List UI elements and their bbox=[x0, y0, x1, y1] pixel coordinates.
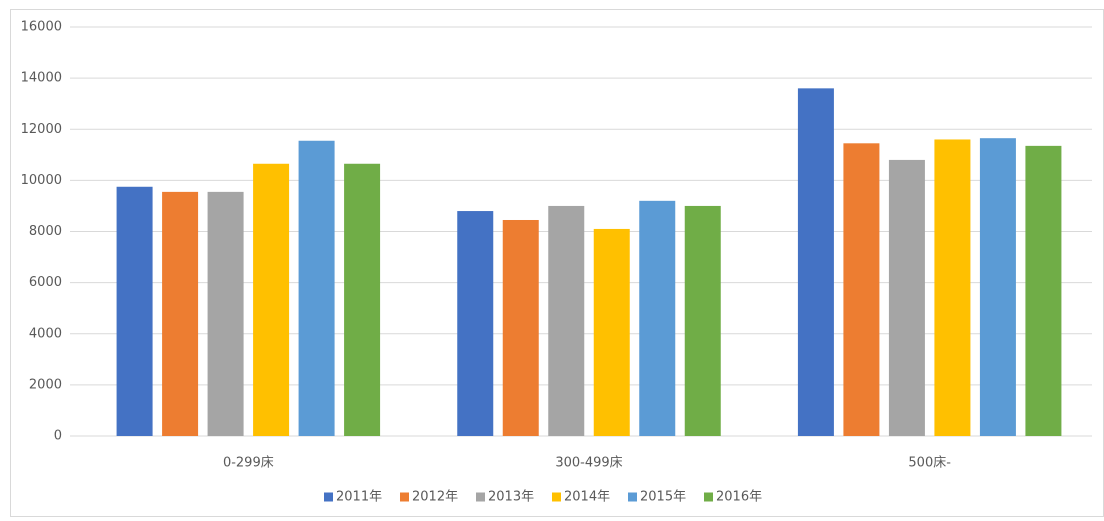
y-tick-label: 14000 bbox=[21, 71, 62, 86]
legend-swatch bbox=[476, 492, 485, 502]
y-tick-label: 16000 bbox=[21, 20, 62, 35]
bar bbox=[797, 88, 834, 436]
bar bbox=[457, 211, 494, 436]
bar bbox=[684, 205, 721, 436]
y-tick-label: 6000 bbox=[29, 275, 62, 290]
y-tick-label: 4000 bbox=[29, 326, 62, 341]
bar bbox=[979, 138, 1016, 436]
bar bbox=[253, 163, 290, 436]
y-tick-label: 8000 bbox=[29, 224, 62, 239]
bar bbox=[888, 159, 925, 437]
y-tick-label: 10000 bbox=[21, 173, 62, 188]
bar bbox=[1025, 145, 1062, 436]
bar bbox=[344, 163, 381, 436]
legend-label: 2011年 bbox=[336, 490, 382, 505]
bar bbox=[207, 191, 244, 436]
bar bbox=[116, 186, 153, 436]
x-tick-label: 0-299床 bbox=[223, 456, 274, 471]
bar bbox=[639, 200, 676, 436]
bar bbox=[298, 140, 335, 437]
legend-swatch bbox=[552, 492, 561, 502]
bar bbox=[548, 205, 585, 436]
bar bbox=[162, 191, 199, 436]
y-tick-label: 12000 bbox=[21, 122, 62, 137]
legend-swatch bbox=[704, 492, 713, 502]
legend-label: 2012年 bbox=[412, 490, 458, 505]
x-tick-label: 500床- bbox=[908, 456, 951, 471]
legend-swatch bbox=[628, 492, 637, 502]
bar bbox=[593, 228, 630, 436]
legend-label: 2014年 bbox=[564, 490, 610, 505]
legend-swatch bbox=[400, 492, 409, 502]
legend-label: 2016年 bbox=[716, 490, 762, 505]
x-tick-label: 300-499床 bbox=[555, 456, 622, 471]
legend-swatch bbox=[324, 492, 333, 502]
bar bbox=[502, 219, 539, 436]
legend-label: 2013年 bbox=[488, 490, 534, 505]
bar bbox=[843, 143, 880, 436]
legend-label: 2015年 bbox=[640, 490, 686, 505]
bar bbox=[934, 139, 971, 436]
y-tick-label: 2000 bbox=[29, 377, 62, 392]
y-tick-label: 0 bbox=[54, 429, 62, 444]
